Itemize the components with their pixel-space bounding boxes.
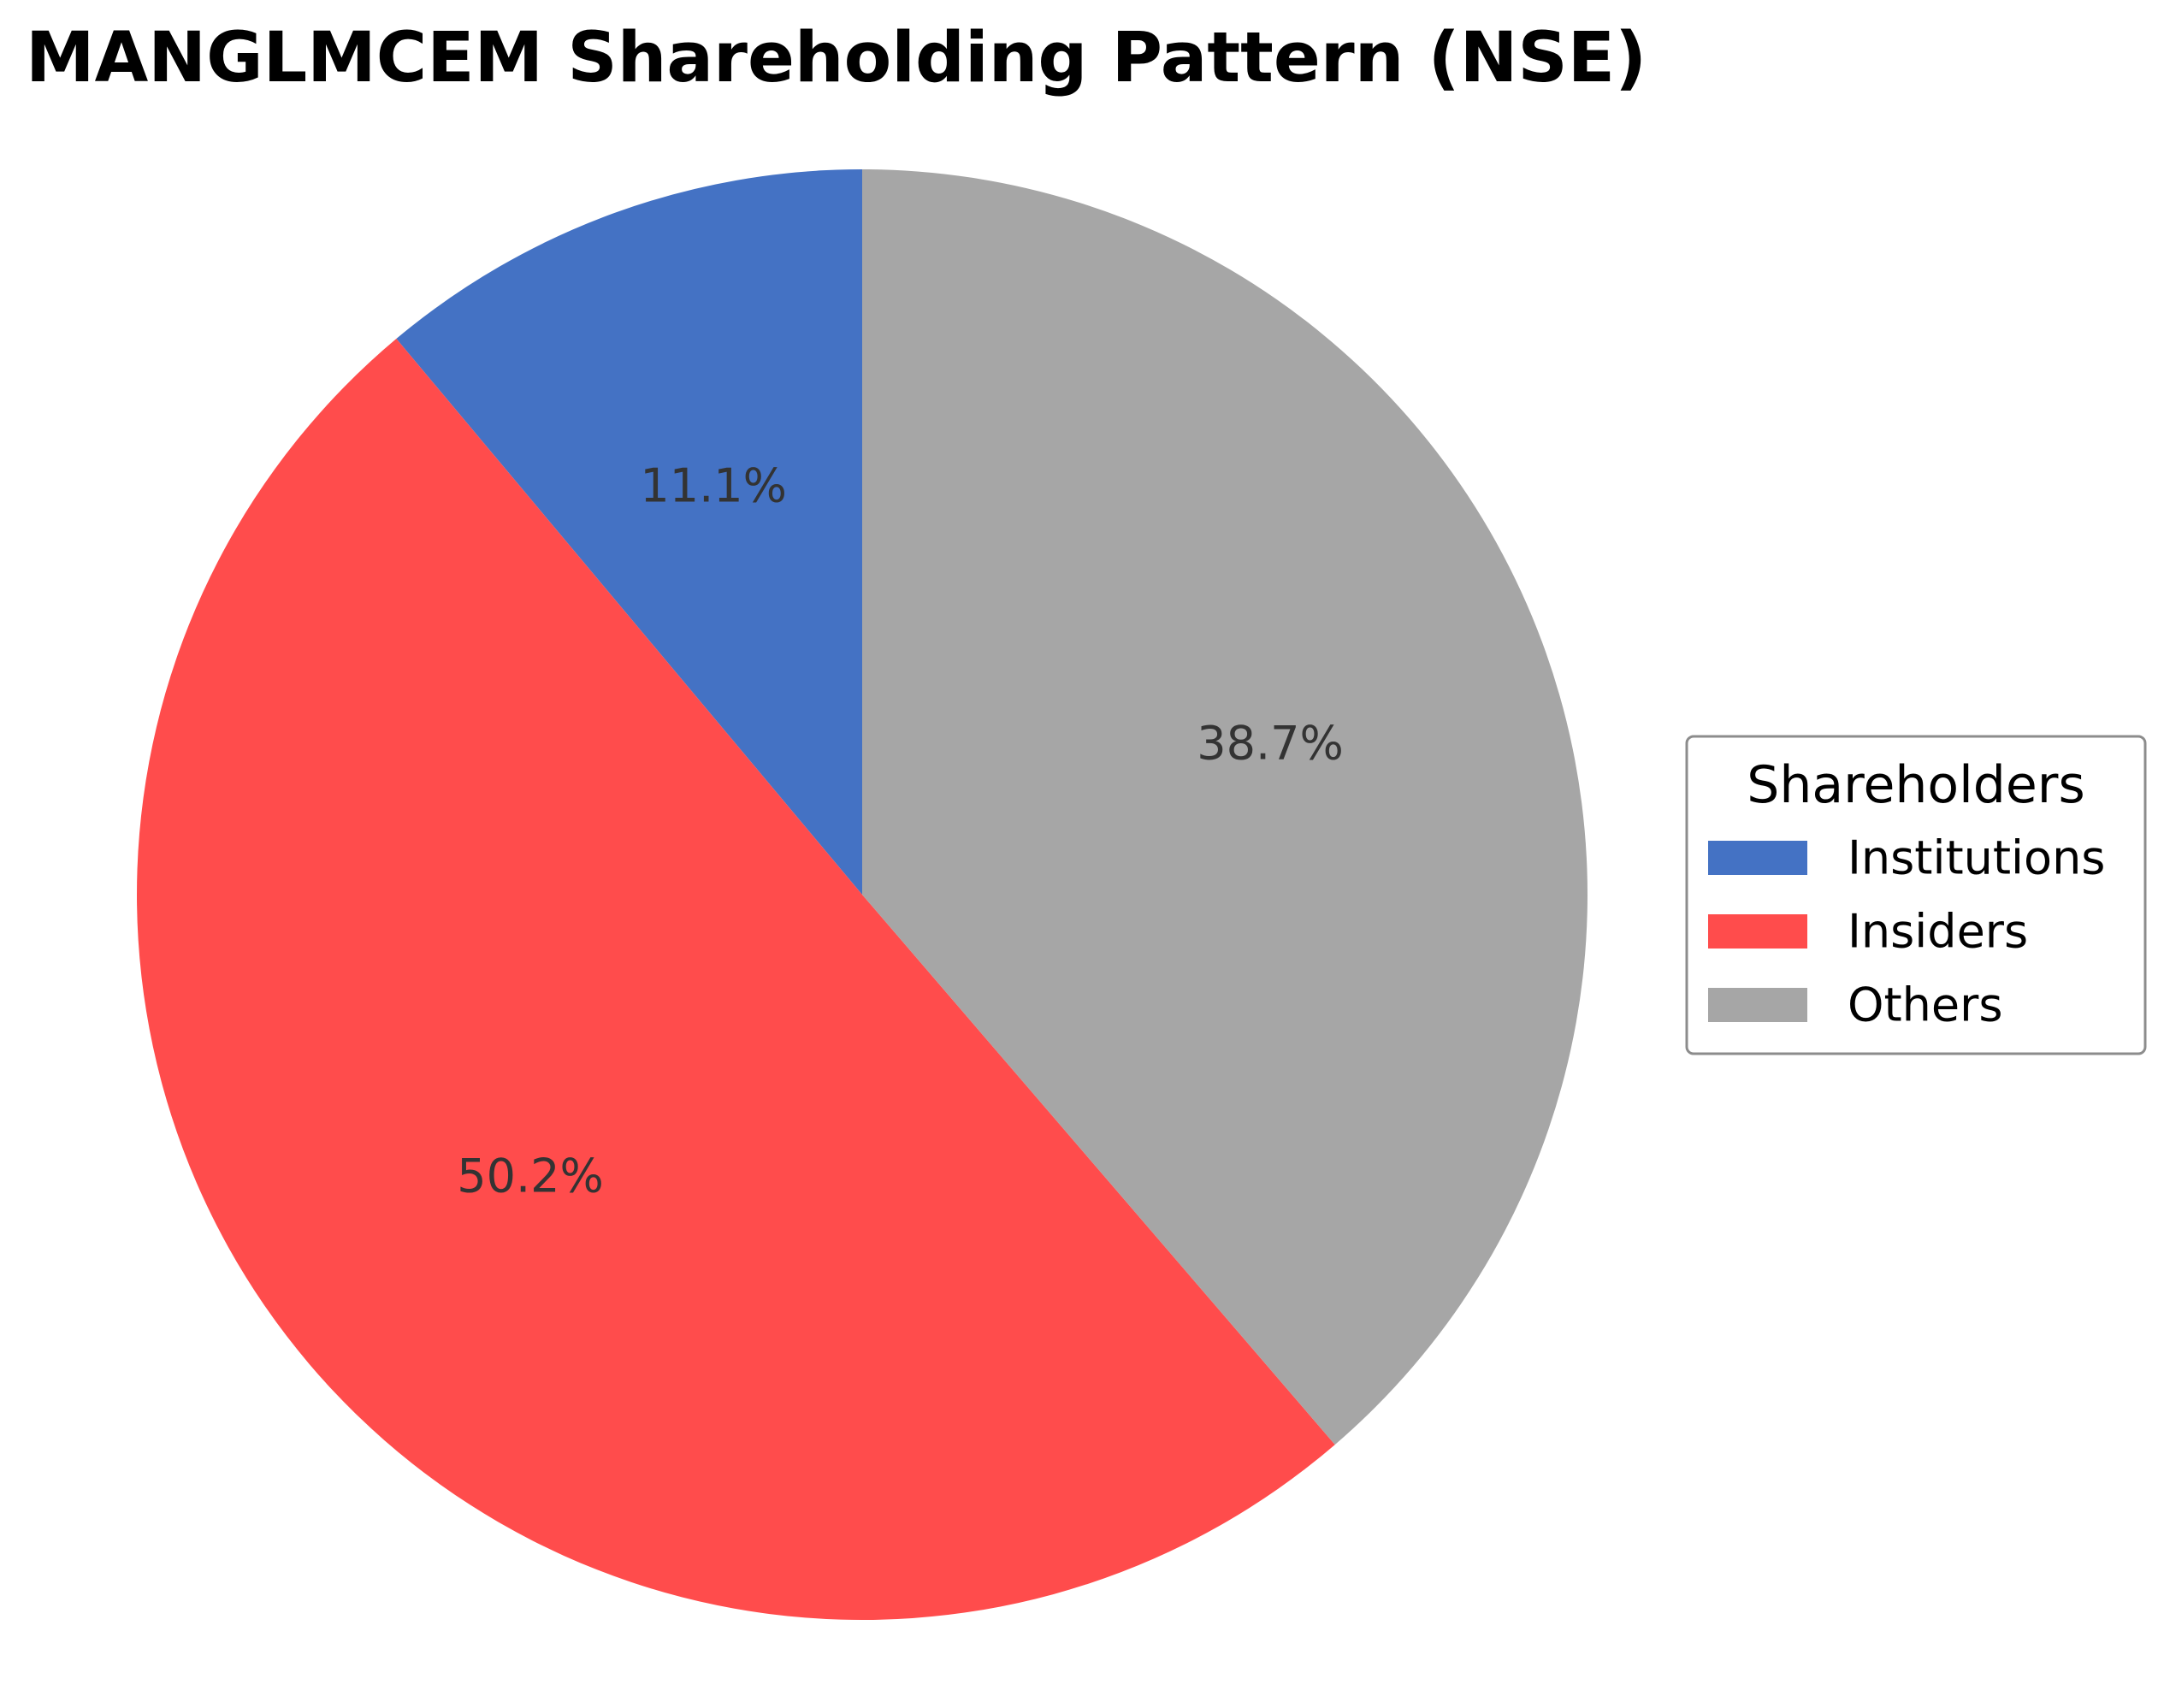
legend-title: Shareholders — [1747, 755, 2084, 815]
pie-slice-others — [862, 168, 1588, 1445]
legend-items: Institutions Insiders Others — [1708, 831, 2105, 1032]
legend: Shareholders Institutions Insiders Others — [1685, 735, 2147, 1055]
pie-label-institutions: 11.1% — [640, 458, 787, 512]
chart-title: MANGLMCEM Shareholding Pattern (NSE) — [26, 18, 1647, 98]
legend-swatch-insiders — [1708, 914, 1807, 949]
pie-slice-institutions — [396, 169, 862, 895]
pie — [137, 168, 1588, 1620]
pie-label-insiders: 50.2% — [457, 1150, 604, 1203]
legend-label-others: Others — [1848, 978, 2002, 1032]
pie-label-others: 38.7% — [1197, 717, 1344, 771]
pie-slice-insiders — [137, 339, 1335, 1620]
legend-label-insiders: Insiders — [1848, 905, 2028, 959]
legend-swatch-institutions — [1708, 841, 1807, 875]
pie-percentage-labels: 11.1% 50.2% 38.7% — [457, 458, 1344, 1203]
legend-label-institutions: Institutions — [1848, 831, 2105, 885]
legend-swatch-others — [1708, 988, 1807, 1022]
legend-frame — [1685, 735, 2147, 1055]
